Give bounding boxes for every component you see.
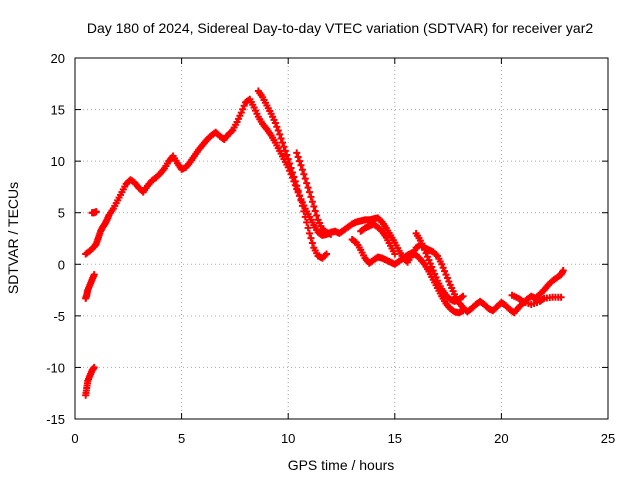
data-point (296, 192, 304, 200)
data-point (294, 187, 302, 195)
data-point (308, 198, 316, 206)
y-tick-label: -15 (46, 412, 65, 427)
x-tick-label: 10 (281, 431, 295, 446)
data-point (294, 153, 302, 161)
plot-frame (74, 57, 609, 420)
x-tick-label: 15 (388, 431, 402, 446)
y-tick-label: 5 (58, 206, 65, 221)
data-point (306, 188, 314, 196)
y-axis-label: SDTVAR / TECUs (5, 182, 21, 294)
data-point (274, 127, 282, 135)
y-tick-label: -10 (46, 360, 65, 375)
data-point (298, 202, 306, 210)
x-tick-label: 5 (178, 431, 185, 446)
data-point (297, 161, 305, 169)
series-segment-a (82, 363, 98, 399)
data-point (296, 157, 304, 165)
data-point (293, 182, 301, 190)
y-tick-label: -5 (53, 309, 65, 324)
x-tick-label: 20 (494, 431, 508, 446)
data-point (288, 168, 296, 176)
data-point (90, 363, 98, 371)
data-point (313, 211, 321, 219)
series-segment-b (82, 271, 98, 302)
data-point (301, 175, 309, 183)
series-track-5 (348, 236, 467, 317)
data-point (303, 179, 311, 187)
data-point (323, 250, 331, 258)
data-point (90, 271, 98, 279)
data-point (276, 130, 284, 138)
data-point (300, 170, 308, 178)
data-point (559, 266, 567, 274)
y-tick-label: 15 (51, 103, 65, 118)
data-point (271, 119, 279, 127)
data-point (459, 307, 467, 315)
data-point (284, 155, 292, 163)
data-point (304, 184, 312, 192)
y-tick-label: 0 (58, 257, 65, 272)
chart-title: Day 180 of 2024, Sidereal Day-to-day VTE… (87, 20, 593, 36)
series-track-2 (254, 87, 331, 262)
grid-lines (75, 58, 608, 419)
data-points (82, 87, 567, 399)
data-point (327, 230, 335, 238)
y-axis-ticks: -15 -10 -5 0 5 10 15 20 (46, 51, 608, 427)
data-point (391, 250, 399, 258)
data-point (286, 160, 294, 168)
data-point (293, 149, 301, 157)
x-tick-label: 25 (601, 431, 615, 446)
data-point (280, 143, 288, 151)
y-tick-label: 20 (51, 51, 65, 66)
data-point (557, 293, 565, 301)
data-point (304, 224, 312, 232)
data-point (283, 151, 291, 159)
x-tick-label: 0 (71, 431, 78, 446)
data-point (290, 173, 298, 181)
data-point (273, 123, 281, 131)
data-point (306, 229, 314, 237)
series-track-7 (508, 291, 565, 309)
series-track-3 (293, 149, 335, 238)
data-point (311, 207, 319, 215)
data-point (301, 213, 309, 221)
series-segment-c (88, 208, 100, 217)
data-point (298, 166, 306, 174)
data-point (291, 177, 299, 185)
data-point (303, 218, 311, 226)
series-main-track (82, 95, 567, 317)
data-point (300, 207, 308, 215)
y-tick-label: 10 (51, 154, 65, 169)
data-point (279, 139, 287, 147)
series-track-6 (412, 229, 467, 305)
data-point (307, 193, 315, 201)
data-point (310, 203, 318, 211)
x-axis-ticks: 0 5 10 15 20 25 (71, 58, 615, 446)
data-point (307, 234, 315, 242)
data-point (459, 292, 467, 300)
series-track-4 (357, 220, 399, 258)
data-point (277, 134, 285, 142)
data-point (308, 239, 316, 247)
data-point (281, 147, 289, 155)
data-point (92, 208, 100, 216)
data-point (287, 164, 295, 172)
x-axis-label: GPS time / hours (288, 457, 395, 473)
data-point (297, 196, 305, 204)
